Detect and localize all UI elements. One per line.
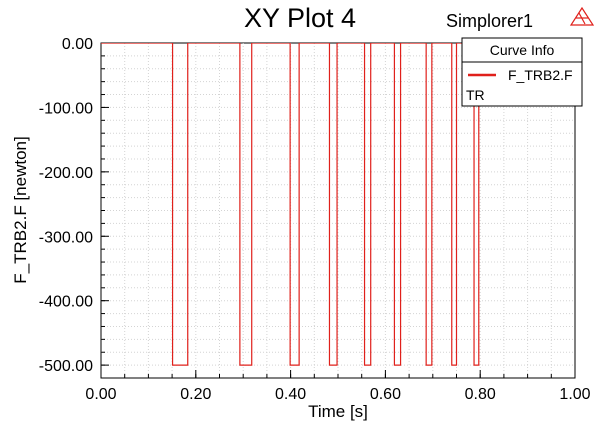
x-tick-label: 0.60 bbox=[370, 386, 401, 403]
x-tick-label: 0.80 bbox=[465, 386, 496, 403]
simplorer-triangle-logo-icon bbox=[569, 6, 595, 26]
legend-header: Curve Info bbox=[490, 42, 555, 58]
y-tick-labels: 0.00 -100.00 -200.00 -300.00 -400.00 -500.00 bbox=[39, 36, 93, 375]
y-tick-label: -200.00 bbox=[39, 165, 93, 182]
x-tick-labels: 0.00 0.20 0.40 0.60 0.80 1.00 bbox=[85, 386, 590, 403]
x-tick-label: 0.40 bbox=[275, 386, 306, 403]
legend[interactable]: Curve Info F_TRB2.F TR bbox=[461, 37, 583, 107]
legend-entry-label-line2: TR bbox=[466, 87, 485, 103]
legend-entry-label-line1: F_TRB2.F bbox=[508, 67, 573, 83]
x-tick-label: 0.20 bbox=[180, 386, 211, 403]
y-tick-label: -100.00 bbox=[39, 100, 93, 117]
x-tick-label: 1.00 bbox=[559, 386, 590, 403]
legend-header-box bbox=[461, 37, 583, 63]
legend-body-box bbox=[461, 61, 583, 107]
curve-layer bbox=[101, 43, 575, 366]
plot-title: XY Plot 4 bbox=[244, 3, 356, 33]
y-tick-label: -500.00 bbox=[39, 358, 93, 375]
app-name: Simplorer1 bbox=[446, 11, 533, 31]
x-tick-label: 0.00 bbox=[85, 386, 116, 403]
y-tick-label: -400.00 bbox=[39, 294, 93, 311]
series-line-f-trb2-ftr bbox=[101, 43, 575, 366]
y-tick-label: -300.00 bbox=[39, 229, 93, 246]
y-axis-title: F_TRB2.F [newton] bbox=[11, 136, 30, 283]
y-tick-label: 0.00 bbox=[62, 36, 93, 53]
x-axis-title: Time [s] bbox=[308, 402, 368, 421]
